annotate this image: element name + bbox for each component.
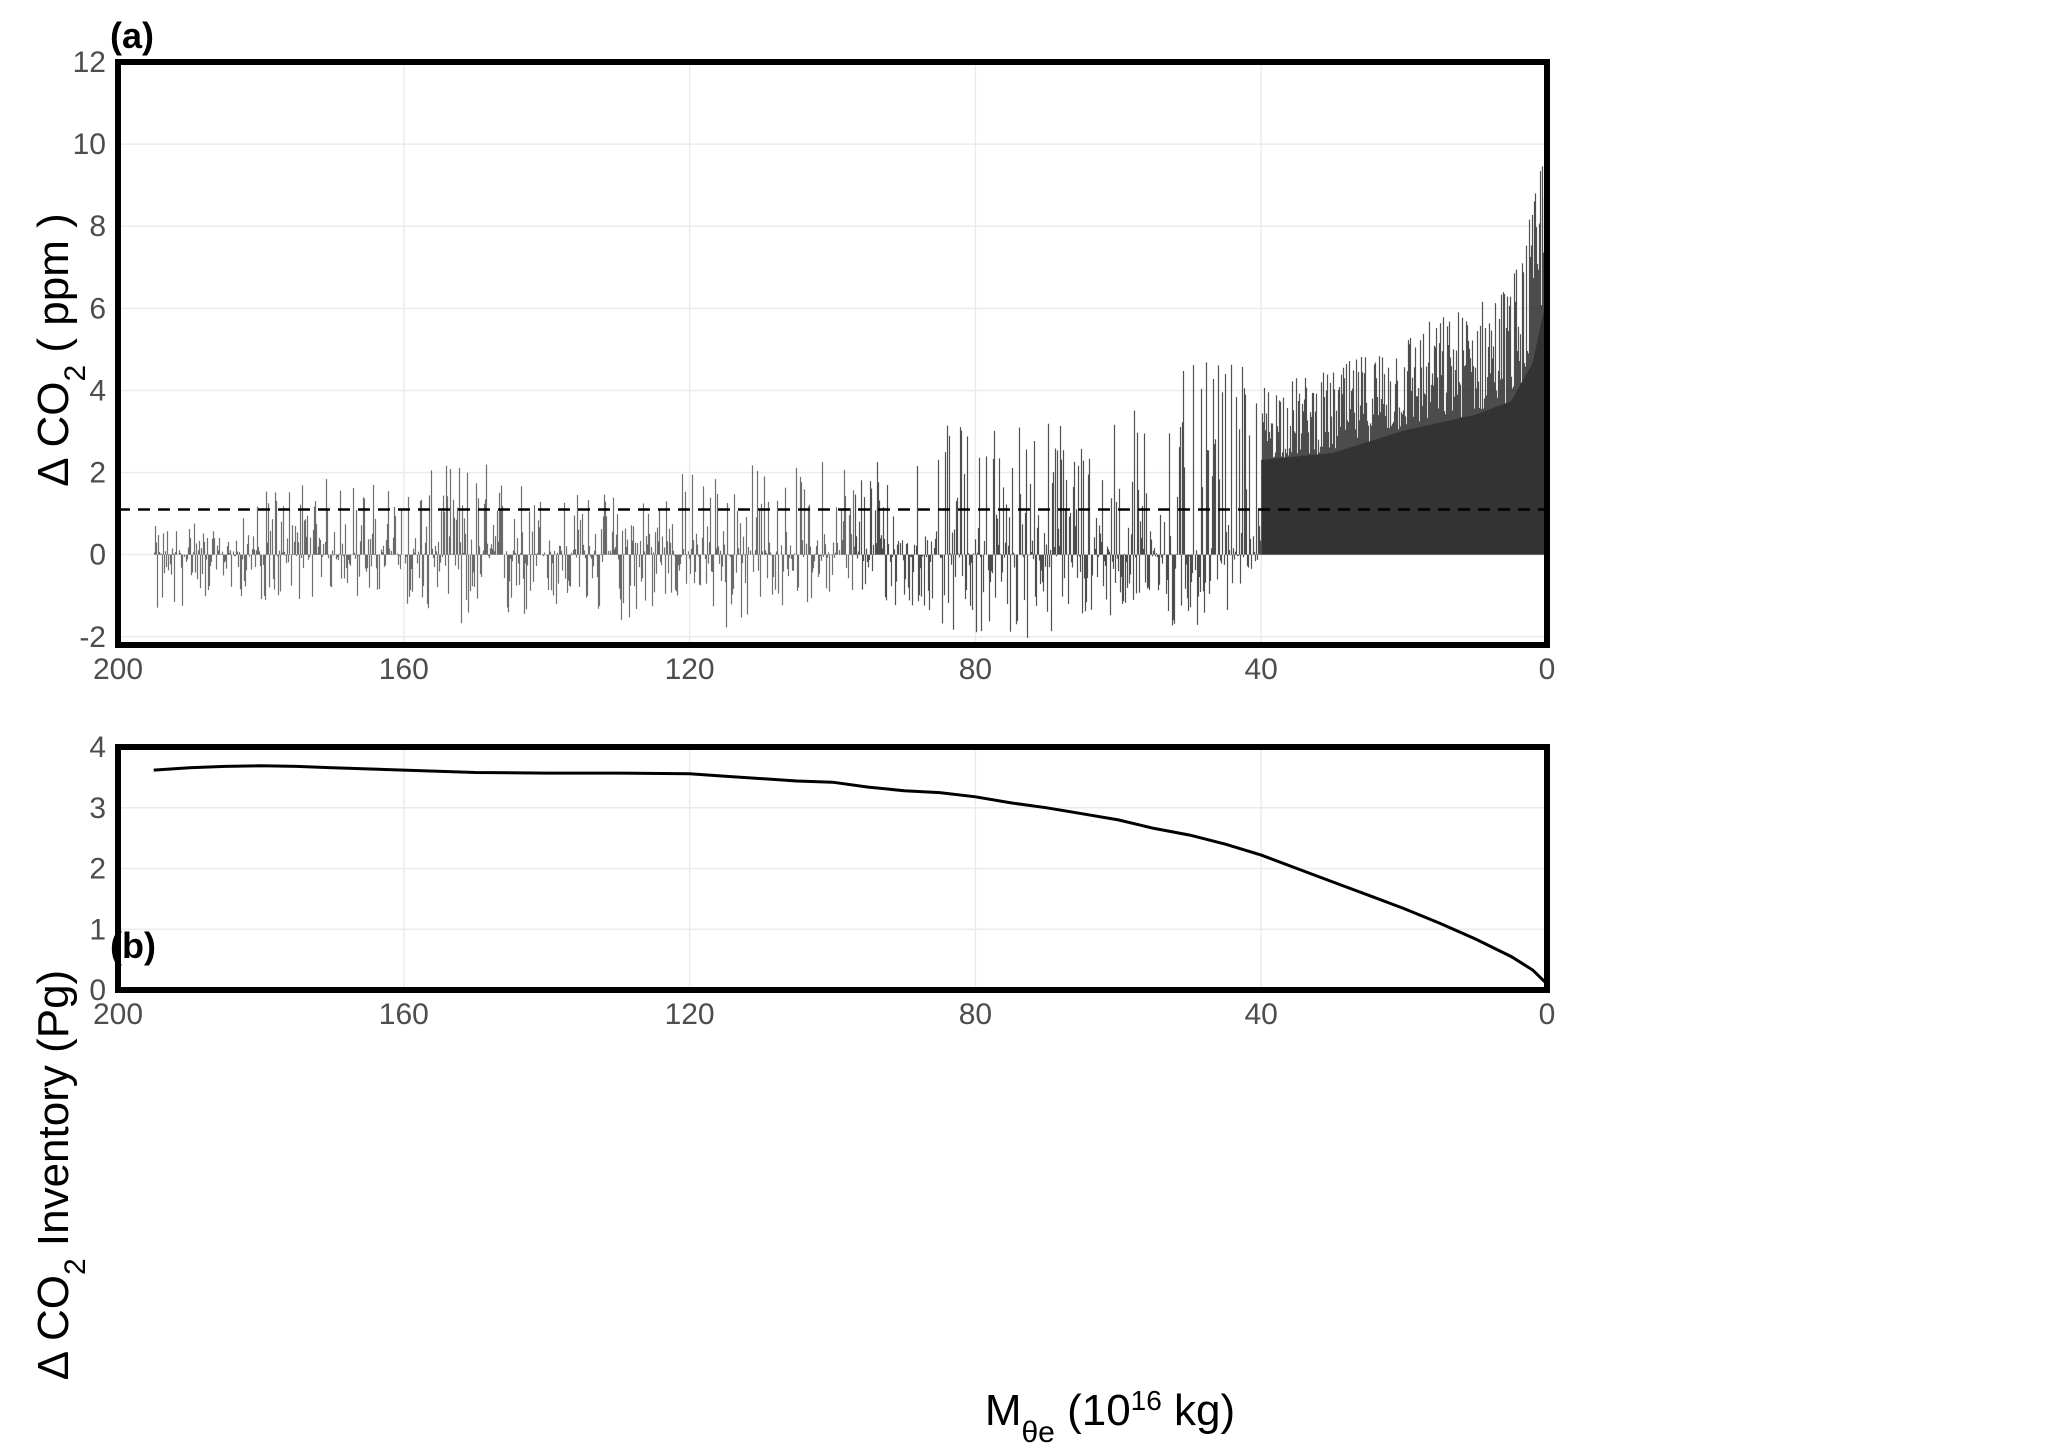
- x-tick-label: 0: [1539, 998, 1556, 1031]
- y-tick-label: 4: [89, 374, 106, 407]
- delta-co2-bar-fill: [1261, 313, 1547, 555]
- y-tick-label: 3: [89, 792, 106, 825]
- panel-b-inventory-line: [153, 764, 1549, 985]
- x-tick-label: 80: [959, 653, 992, 686]
- panel-a-label: (a): [110, 15, 154, 56]
- x-tick-label: 40: [1245, 653, 1278, 686]
- x-axis-title: Mθe (1016 kg): [985, 1385, 1235, 1449]
- panel-a: (a) 200 160 120 80 40 0 -2 0 2 4 6 8 10 12 Δ CO2 ( p…: [29, 15, 1555, 686]
- y-tick-label: 2: [89, 457, 106, 490]
- panel-b-y-ticks: 0 1 2 3 4: [89, 731, 106, 1007]
- y-tick-label: -2: [79, 621, 106, 654]
- panel-a-y-ticks: -2 0 2 4 6 8 10 12: [73, 46, 106, 654]
- y-tick-label: 10: [73, 128, 106, 161]
- y-tick-label: 0: [89, 539, 106, 572]
- x-tick-label: 160: [379, 653, 429, 686]
- x-tick-label: 80: [959, 998, 992, 1031]
- panel-a-frame: [115, 59, 1550, 648]
- panel-a-y-axis-title: Δ CO2 ( ppm ): [29, 213, 92, 486]
- y-tick-label: 1: [89, 913, 106, 946]
- x-tick-label: 120: [665, 998, 715, 1031]
- x-tick-label: 40: [1245, 998, 1278, 1031]
- panel-a-bars: [153, 166, 1549, 638]
- x-tick-label: 160: [379, 998, 429, 1031]
- panel-b-x-ticks: 200 160 120 80 40 0: [93, 998, 1555, 1031]
- panel-b-frame: [115, 744, 1550, 993]
- x-tick-label: 200: [93, 998, 143, 1031]
- x-tick-label: 0: [1539, 653, 1556, 686]
- panel-b-y-axis-title: Δ CO2 Inventory (Pg): [29, 970, 92, 1380]
- y-tick-label: 2: [89, 853, 106, 886]
- y-tick-label: 0: [89, 974, 106, 1007]
- y-tick-label: 8: [89, 210, 106, 243]
- x-tick-label: 120: [665, 653, 715, 686]
- x-tick-label: 200: [93, 653, 143, 686]
- y-tick-label: 6: [89, 292, 106, 325]
- panel-a-x-ticks: 200 160 120 80 40 0: [93, 653, 1555, 686]
- y-tick-label: 4: [89, 731, 106, 764]
- y-tick-label: 12: [73, 46, 106, 79]
